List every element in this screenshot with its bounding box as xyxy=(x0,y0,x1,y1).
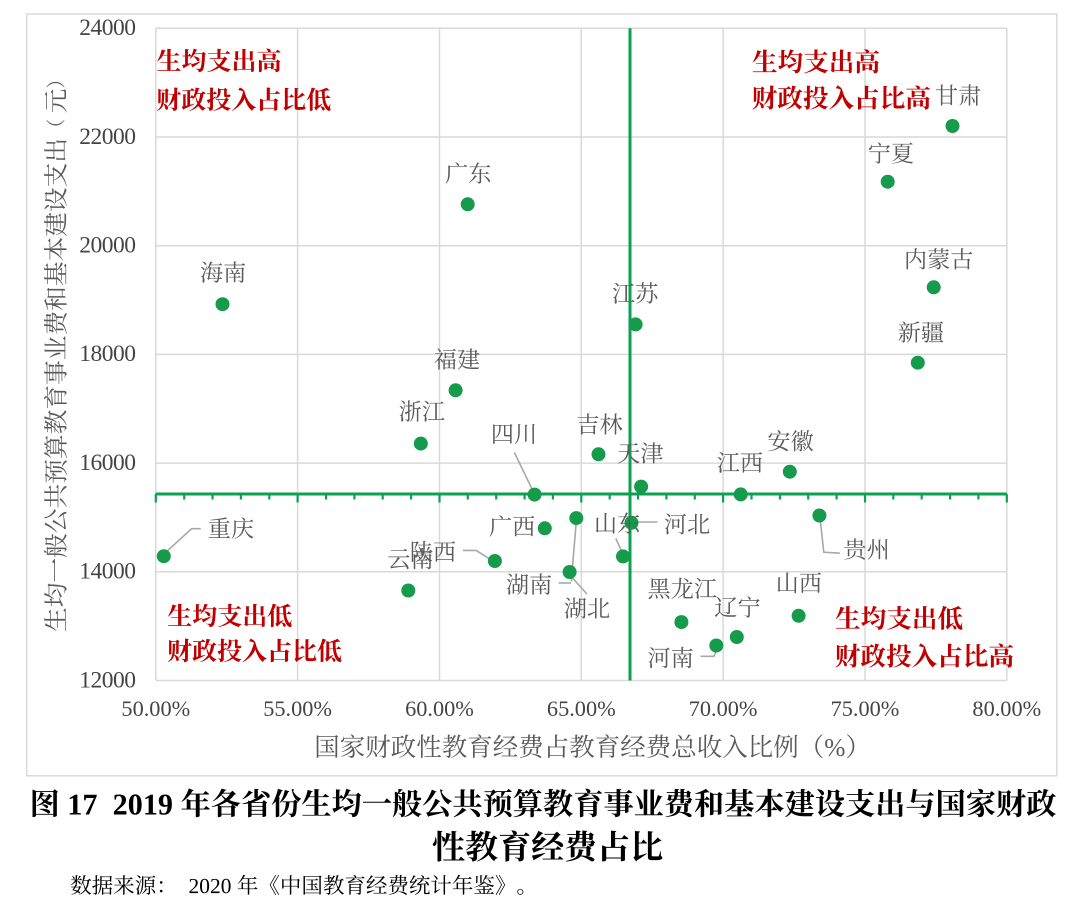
svg-text:20000: 20000 xyxy=(79,233,135,259)
svg-text:80.00%: 80.00% xyxy=(972,696,1041,721)
svg-text:14000: 14000 xyxy=(79,559,135,585)
svg-text:65.00%: 65.00% xyxy=(547,696,616,721)
svg-text:24000: 24000 xyxy=(79,15,135,41)
svg-text:50.00%: 50.00% xyxy=(121,696,190,721)
svg-text:22000: 22000 xyxy=(79,124,135,150)
svg-text:70.00%: 70.00% xyxy=(689,696,758,721)
svg-text:60.00%: 60.00% xyxy=(405,696,474,721)
svg-text:18000: 18000 xyxy=(79,341,135,367)
svg-text:12000: 12000 xyxy=(79,667,135,693)
svg-text:55.00%: 55.00% xyxy=(263,696,332,721)
svg-text:75.00%: 75.00% xyxy=(831,696,900,721)
svg-text:16000: 16000 xyxy=(79,450,135,476)
